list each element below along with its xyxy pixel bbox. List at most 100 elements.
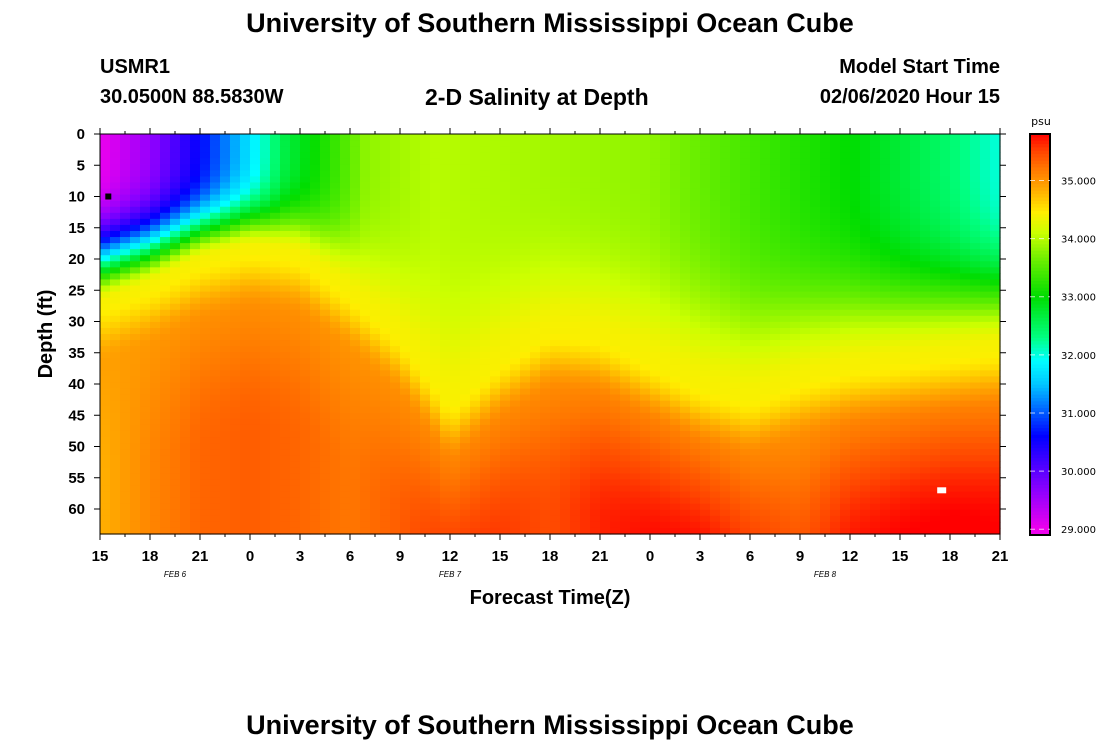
heatmap-cell [420,527,431,535]
heatmap-cell [530,297,541,305]
heatmap-cell [800,200,811,208]
heatmap-cell [550,206,561,214]
heatmap-cell [550,188,561,196]
heatmap-cell [280,388,291,396]
heatmap-cell [570,376,581,384]
heatmap-cell [310,249,321,256]
heatmap-cell [160,170,171,178]
heatmap-cell [740,479,751,487]
heatmap-cell [580,497,591,505]
heatmap-cell [310,134,321,141]
heatmap-cell [680,352,691,359]
heatmap-cell [270,358,281,365]
heatmap-cell [270,170,281,178]
heatmap-cell [830,406,841,414]
heatmap-cell [740,358,751,365]
heatmap-cell [120,376,131,384]
heatmap-cell [580,382,591,390]
heatmap-cell [710,400,721,408]
heatmap-cell [150,176,161,184]
heatmap-cell [820,449,831,456]
heatmap-cell [180,352,191,359]
heatmap-cell [610,412,621,420]
heatmap-cell [170,188,181,196]
heatmap-cell [100,521,111,529]
heatmap-cell [520,176,531,184]
heatmap-cell [730,158,741,165]
heatmap-cell [380,382,391,390]
heatmap-cell [690,206,701,214]
heatmap-cell [620,358,631,365]
heatmap-cell [340,376,351,384]
heatmap-cell [770,376,781,384]
heatmap-cell [420,309,431,317]
heatmap-cell [230,218,241,226]
heatmap-cell [300,497,311,505]
heatmap-cell [260,279,271,287]
heatmap-cell [570,346,581,353]
heatmap-cell [360,194,371,202]
heatmap-cell [430,509,441,517]
heatmap-cell [350,364,361,371]
heatmap-cell [660,303,671,311]
heatmap-cell [100,134,111,141]
heatmap-cell [340,158,351,165]
heatmap-cell [730,497,741,505]
heatmap-cell [370,412,381,420]
heatmap-cell [720,382,731,390]
heatmap-cell [290,285,301,293]
heatmap-cell [390,243,401,250]
heatmap-cell [270,194,281,202]
heatmap-cell [580,527,591,535]
heatmap-cell [670,509,681,517]
heatmap-cell [270,346,281,353]
heatmap-cell [170,194,181,202]
heatmap-cell [820,279,831,287]
heatmap-cell [760,473,771,481]
heatmap-cell [730,485,741,493]
heatmap-cell [600,279,611,287]
heatmap-cell [660,430,671,438]
heatmap-cell [120,146,131,153]
heatmap-cell [690,485,701,493]
heatmap-cell [250,418,261,426]
heatmap-cell [490,158,501,165]
heatmap-cell [780,467,791,474]
heatmap-cell [110,152,121,159]
heatmap-cell [550,527,561,535]
heatmap-cell [550,152,561,159]
heatmap-cell [200,321,211,329]
heatmap-cell [380,394,391,402]
heatmap-cell [350,400,361,408]
heatmap-cell [710,218,721,226]
heatmap-cell [610,321,621,329]
heatmap-cell [550,321,561,329]
heatmap-cell [810,503,821,511]
heatmap-cell [310,237,321,244]
heatmap-cell [170,140,181,147]
heatmap-cell [820,249,831,256]
heatmap-cell [800,134,811,141]
heatmap-cell [440,134,451,141]
heatmap-cell [550,364,561,371]
heatmap-cell [480,467,491,474]
heatmap-cell [720,467,731,474]
heatmap-cell [250,285,261,293]
heatmap-cell [190,461,201,468]
heatmap-cell [690,237,701,244]
heatmap-cell [110,443,121,450]
heatmap-cell [650,309,661,317]
heatmap-cell [300,443,311,450]
heatmap-cell [290,521,301,529]
heatmap-cell [270,515,281,523]
heatmap-cell [400,285,411,293]
heatmap-cell [400,327,411,335]
heatmap-cell [610,497,621,505]
heatmap-cell [280,515,291,523]
heatmap-cell [220,430,231,438]
heatmap-cell [140,406,151,414]
heatmap-cell [800,527,811,535]
heatmap-cell [280,376,291,384]
heatmap-cell [140,297,151,305]
heatmap-cell [270,382,281,390]
